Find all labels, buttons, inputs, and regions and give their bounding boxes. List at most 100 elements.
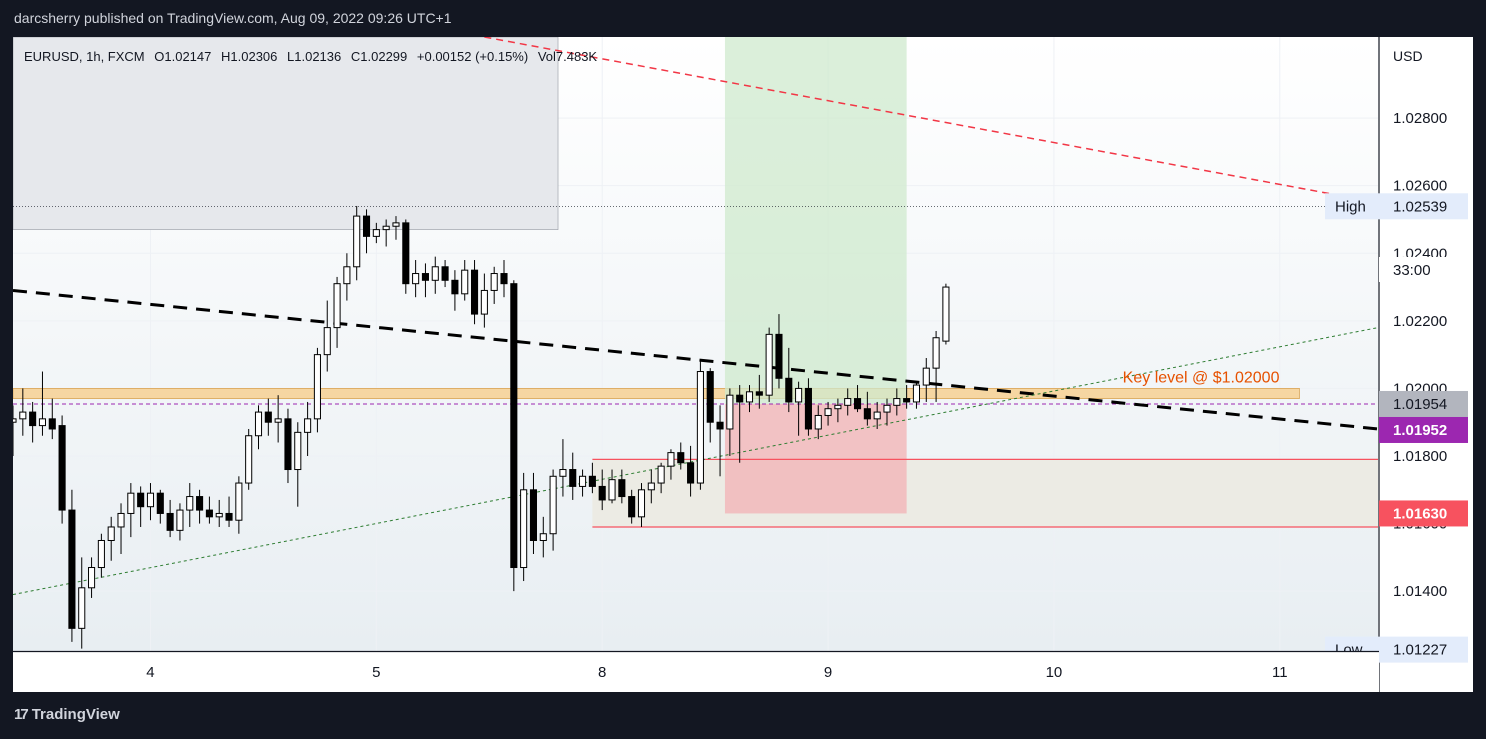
trendlines-layer[interactable] [12, 36, 1379, 596]
candle-body [549, 475, 557, 535]
candle-body [853, 398, 862, 410]
candle-body [127, 492, 135, 514]
candle [647, 469, 655, 504]
legend-symbol: EURUSD, 1h, FXCM [24, 49, 145, 64]
candle-body [814, 414, 822, 430]
candle-body [421, 273, 429, 281]
candle [775, 314, 783, 389]
candle-body [264, 411, 272, 423]
candle [687, 445, 695, 497]
candle [362, 209, 371, 254]
candle-body [677, 452, 685, 464]
candle-body [834, 404, 842, 410]
candle [412, 260, 420, 298]
red-dashed-trendline[interactable] [484, 36, 1379, 204]
candle-body [883, 404, 891, 413]
candle [736, 385, 744, 463]
candlestick-chart[interactable]: EURUSD, 1h, FXCM O1.02147 H1.02306 L1.02… [9, 36, 1473, 692]
candle-body [696, 371, 704, 484]
candle [382, 219, 390, 247]
candle [824, 401, 832, 426]
candle [471, 260, 479, 325]
green-dotted-trendline[interactable] [12, 327, 1379, 596]
candle-body [520, 489, 528, 569]
time-axis-labels: 4 5 8 9 10 11 [146, 664, 1287, 681]
candle-body [68, 509, 76, 629]
candle-body [873, 411, 881, 420]
candle-body [893, 398, 901, 406]
candle [146, 483, 155, 521]
legend-low: L1.02136 [287, 49, 341, 64]
candle [274, 395, 282, 443]
candle [912, 381, 920, 409]
candle [873, 401, 881, 429]
candle-body [647, 482, 655, 491]
time-tick-label: 11 [1272, 664, 1288, 681]
candle-body [196, 496, 204, 511]
candle-body [225, 512, 233, 521]
publisher-header: darcsherry published on TradingView.com,… [14, 10, 452, 26]
levels-layer [13, 205, 1378, 528]
tradingview-logo[interactable]: 17 TradingView [14, 706, 120, 723]
candle [500, 260, 508, 298]
high-badge-price: 1.02539 [1393, 198, 1447, 215]
candle [353, 205, 361, 281]
candle [942, 283, 950, 345]
candle-body [637, 489, 646, 518]
candle-body [274, 418, 282, 423]
candle-body [254, 411, 263, 437]
candle [745, 385, 754, 413]
candle [196, 489, 204, 524]
candle [313, 347, 321, 433]
candle-body [687, 462, 695, 484]
candle [97, 533, 105, 578]
candle-body [9, 418, 17, 423]
red-price-badge: 1.01630 [1379, 500, 1468, 527]
zones-layer [12, 36, 1378, 527]
candle-body [736, 394, 744, 403]
purple-badge-price: 1.01952 [1393, 422, 1447, 439]
chart-frame[interactable]: EURUSD, 1h, FXCM O1.02147 H1.02306 L1.02… [9, 36, 1473, 692]
candle [323, 300, 331, 372]
time-tick-label: 10 [1046, 664, 1063, 681]
time-tick-label: 8 [598, 664, 606, 681]
candle-body [431, 266, 439, 281]
candle [765, 327, 773, 402]
currency-label: USD [1393, 48, 1423, 64]
candle [696, 361, 704, 490]
candle-body [471, 269, 479, 315]
candle-body [539, 533, 547, 541]
candle-body [353, 215, 361, 268]
candle-body [441, 266, 449, 281]
candle-body [922, 367, 930, 386]
price-tick-label: 1.01400 [1393, 583, 1447, 600]
candle-body [245, 435, 253, 484]
candle [579, 469, 587, 497]
price-scale[interactable] [1379, 37, 1473, 692]
key-level-label[interactable]: Key level @ $1.02000 [1123, 369, 1280, 386]
candle [667, 449, 675, 480]
supply-zone [12, 36, 559, 230]
candle [137, 486, 145, 527]
candle-body [598, 485, 606, 501]
candle-body [294, 431, 302, 471]
candle [903, 385, 911, 409]
candle [726, 388, 734, 457]
candle [304, 401, 312, 457]
candle-body [932, 337, 940, 369]
time-scale[interactable] [13, 652, 1379, 692]
candle [441, 260, 449, 288]
time-tick-label: 9 [824, 664, 832, 681]
candle [804, 378, 812, 436]
countdown-text: 33:00 [1393, 262, 1431, 279]
low-badge: Low 1.01227 [1325, 636, 1468, 663]
price-tick-label: 1.02800 [1393, 110, 1447, 127]
candle-body [372, 229, 380, 237]
candle-body [333, 283, 341, 329]
candle-body [284, 418, 292, 471]
candle-body [29, 411, 37, 427]
candle [549, 469, 557, 551]
candle [520, 472, 528, 582]
candle-body [726, 394, 734, 430]
candle [402, 219, 410, 294]
